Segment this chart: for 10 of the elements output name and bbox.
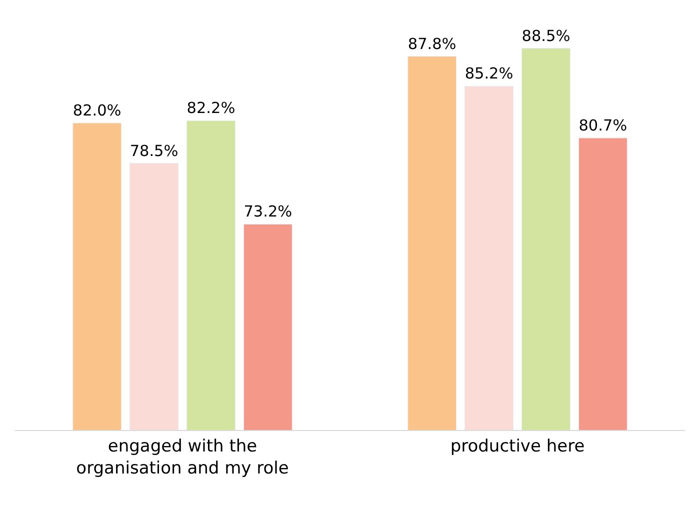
data-label: 82.2% — [186, 99, 236, 118]
data-label: 73.2% — [244, 202, 292, 221]
data-label: 80.7% — [578, 116, 628, 134]
x-tick-label: productive here — [450, 436, 585, 456]
data-label: 87.8% — [408, 34, 456, 53]
data-label: 85.2% — [464, 64, 514, 83]
data-label: 82.0% — [72, 102, 122, 120]
data-label: 78.5% — [130, 142, 178, 160]
x-tick-label: engaged with the organisation and my role — [76, 436, 289, 478]
data-label: 88.5% — [522, 26, 570, 45]
